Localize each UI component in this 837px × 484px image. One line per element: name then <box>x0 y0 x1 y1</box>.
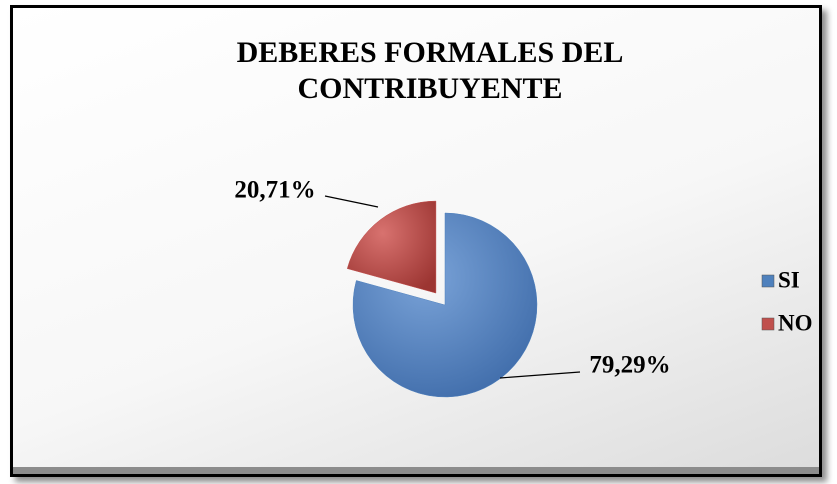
data-label: 79,29% <box>589 352 670 379</box>
pie-slice <box>346 200 437 294</box>
legend-label: NO <box>778 310 813 335</box>
bottom-bar <box>13 467 819 474</box>
legend-marker <box>761 274 775 288</box>
legend-marker <box>761 317 775 331</box>
leader-line <box>324 195 379 208</box>
chart-title: DEBERES FORMALES DEL CONTRIBUYENTE <box>236 36 624 105</box>
leader-line <box>499 371 581 379</box>
legend-label: SI <box>778 267 800 292</box>
data-label: 20,71% <box>234 177 315 204</box>
